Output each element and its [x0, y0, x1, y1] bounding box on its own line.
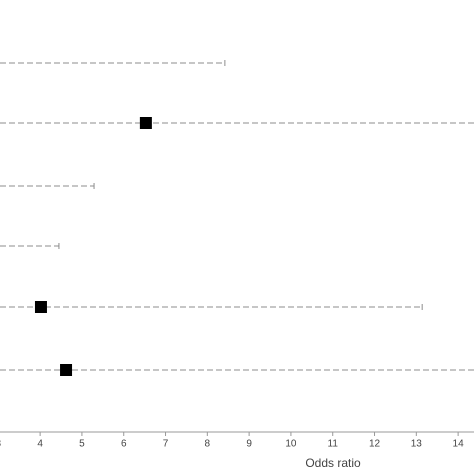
x-tick-label: 6: [121, 439, 127, 450]
x-tick-label: 14: [453, 439, 465, 450]
point-estimate: [34, 301, 47, 313]
x-axis-label: Odds ratio: [305, 456, 361, 470]
x-tick-label: 5: [79, 439, 85, 450]
point-estimate: [60, 364, 73, 376]
x-tick-label: 3: [0, 439, 2, 450]
x-tick-label: 11: [328, 439, 339, 450]
x-tick-label: 8: [205, 439, 211, 450]
point-estimate: [139, 117, 152, 129]
x-tick-label: 12: [369, 439, 381, 450]
x-tick-label: 10: [285, 439, 297, 450]
x-tick-label: 4: [37, 439, 43, 450]
x-tick-label: 13: [411, 439, 423, 450]
x-tick-label: 7: [163, 439, 169, 450]
x-tick-label: 9: [246, 439, 252, 450]
